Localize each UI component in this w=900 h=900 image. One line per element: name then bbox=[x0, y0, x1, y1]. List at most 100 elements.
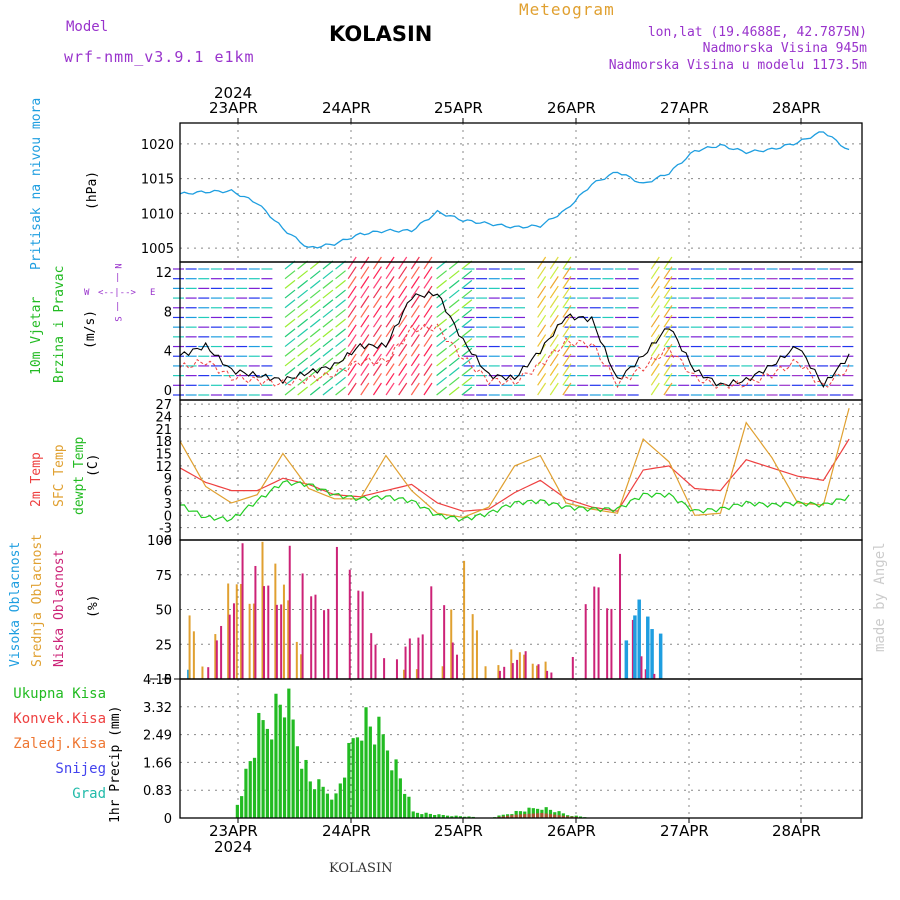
wind-barb bbox=[650, 305, 660, 318]
mid-cloud-bar bbox=[475, 630, 478, 679]
total-rain-bar bbox=[561, 813, 565, 818]
wind-barb bbox=[448, 386, 460, 396]
wind-barb bbox=[663, 382, 673, 396]
wind-barb bbox=[347, 256, 357, 270]
wind-barb bbox=[335, 279, 346, 289]
precip-tick-label: 2.49 bbox=[143, 729, 172, 744]
total-rain-bar bbox=[514, 810, 518, 818]
precip-tick-label: 0 bbox=[164, 812, 172, 827]
wind-barb bbox=[335, 308, 346, 318]
wind-barb bbox=[562, 276, 572, 289]
wind-barb bbox=[448, 308, 460, 318]
wind-barb bbox=[309, 357, 321, 367]
wind-barb bbox=[335, 376, 346, 386]
wind-barb bbox=[650, 382, 660, 396]
wind-barb bbox=[537, 334, 547, 347]
lonlat-label: lon,lat (19.4688E, 42.7875N) bbox=[647, 25, 867, 40]
wind-barb bbox=[322, 328, 334, 338]
wind-barb bbox=[347, 295, 357, 309]
wind-barb bbox=[537, 314, 547, 328]
wind-barb bbox=[562, 343, 572, 357]
wind-barb bbox=[461, 386, 473, 396]
wind-barb bbox=[663, 276, 673, 289]
wind-barb bbox=[650, 324, 660, 338]
total-rain-bar bbox=[467, 816, 471, 818]
compass-e-label: E bbox=[150, 288, 156, 298]
mid-cloud-bar bbox=[523, 654, 526, 679]
convective-rain-bar bbox=[536, 813, 540, 818]
wind-barb bbox=[461, 270, 473, 280]
precip-legend-total: Ukupna Kisa bbox=[13, 686, 106, 702]
wind-barb bbox=[448, 338, 460, 348]
low-cloud-bar bbox=[314, 594, 317, 679]
wind-barb bbox=[322, 289, 334, 299]
wind-barb bbox=[347, 324, 357, 338]
low-cloud-bar bbox=[310, 596, 313, 679]
pressure-line bbox=[179, 131, 850, 249]
wind-barb bbox=[297, 386, 309, 396]
wind-barb bbox=[398, 276, 408, 289]
total-rain-bar bbox=[300, 768, 304, 818]
wind-barb bbox=[297, 357, 309, 367]
total-rain-bar bbox=[321, 786, 325, 818]
compass-w-label: W bbox=[84, 288, 90, 298]
wind-barb bbox=[322, 386, 334, 396]
wind-barb bbox=[335, 289, 346, 299]
high-cloud-bar bbox=[646, 616, 650, 679]
wind-barb bbox=[309, 270, 321, 280]
wind-barb bbox=[410, 276, 420, 289]
wind-barb bbox=[322, 347, 334, 357]
wind-barb bbox=[297, 376, 309, 386]
wind-barb bbox=[335, 328, 346, 338]
convective-rain-bar bbox=[557, 815, 561, 818]
wind-barb bbox=[360, 285, 370, 299]
low-cloud-bar bbox=[443, 605, 446, 679]
mid-cloud-bar bbox=[531, 663, 534, 679]
meteogram-title: Meteogram bbox=[519, 0, 615, 19]
wind-barb bbox=[448, 299, 460, 309]
wind-barb bbox=[549, 353, 559, 367]
temp-tick-label: 0 bbox=[164, 509, 172, 524]
wind-barb bbox=[322, 367, 334, 377]
wind-barb bbox=[385, 343, 395, 357]
wind-barb bbox=[360, 295, 370, 309]
wind-barb bbox=[461, 318, 473, 328]
wind-barb bbox=[448, 376, 460, 386]
mid-cloud-bar bbox=[471, 614, 474, 679]
wind-barb bbox=[436, 299, 447, 309]
wind-barb bbox=[309, 328, 321, 338]
wind-barb bbox=[398, 314, 408, 328]
low-cloud-bar bbox=[348, 569, 351, 679]
panel-frame bbox=[179, 399, 863, 541]
mid-cloud-bar bbox=[201, 666, 204, 679]
wind-barb bbox=[436, 279, 447, 289]
total-rain-bar bbox=[437, 814, 441, 818]
wind-barb bbox=[410, 363, 420, 376]
wind-barb bbox=[410, 256, 420, 270]
low-cloud-bar bbox=[395, 659, 398, 679]
wind-barb bbox=[537, 372, 547, 386]
total-rain-bar bbox=[373, 744, 377, 818]
total-rain-bar bbox=[420, 814, 424, 818]
wind-barb bbox=[650, 276, 660, 289]
low-cloud-bar bbox=[597, 587, 600, 679]
wind-barb bbox=[562, 324, 572, 338]
wind-barb bbox=[423, 276, 433, 289]
wind-barb bbox=[562, 372, 572, 386]
wind-barb bbox=[650, 372, 660, 386]
total-rain-bar bbox=[278, 704, 282, 818]
wind-barb bbox=[461, 347, 473, 357]
wind-panel-bg bbox=[180, 262, 862, 400]
total-rain-bar bbox=[360, 740, 364, 818]
low-cloud-bar bbox=[207, 667, 210, 679]
wind-barb bbox=[322, 376, 334, 386]
wind-barb bbox=[537, 363, 547, 376]
wind-barb bbox=[549, 314, 559, 328]
low-cloud-bar bbox=[451, 642, 454, 679]
wind-barb bbox=[423, 353, 433, 367]
wind-barb bbox=[372, 256, 382, 270]
wind-barb bbox=[398, 295, 408, 309]
precip-legend-snow: Snijeg bbox=[55, 761, 106, 777]
wind-barb bbox=[347, 276, 357, 289]
total-rain-bar bbox=[441, 814, 445, 818]
